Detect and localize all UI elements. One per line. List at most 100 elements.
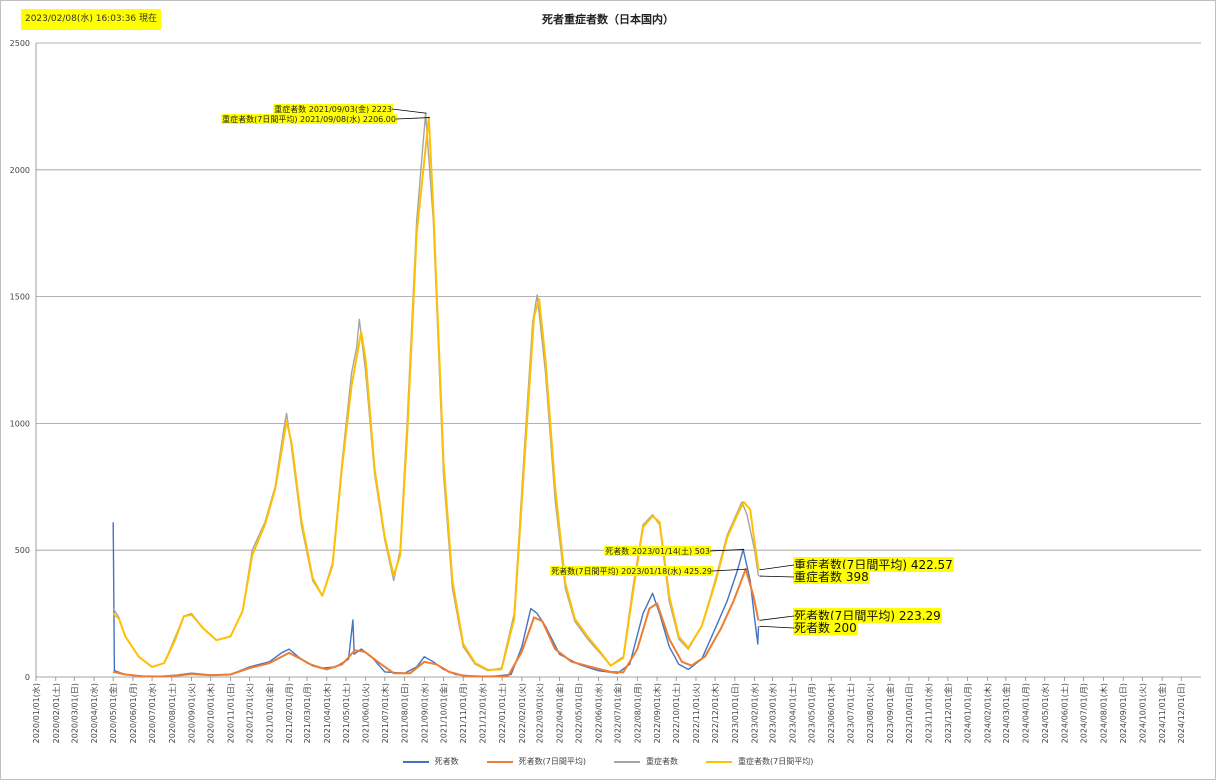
x-tick-label: 2024/07/01(月): [1080, 683, 1089, 743]
x-tick-label: 2024/01/01(月): [964, 683, 973, 743]
x-tick-label: 2021/11/01(月): [459, 683, 468, 743]
x-tick-label: 2024/12/01(日): [1177, 683, 1186, 743]
gridlines: [35, 42, 1201, 678]
x-tick-label: 2023/12/01(金): [943, 683, 953, 743]
x-tick-label: 2023/09/01(金): [885, 683, 895, 743]
x-tick-label: 2021/05/01(土): [341, 683, 351, 743]
annotation-bg: [793, 557, 954, 572]
annotation-bg: [793, 569, 870, 584]
series-lines: [112, 112, 760, 678]
legend-swatch: [614, 760, 640, 763]
x-tick-label: 2024/11/01(金): [1157, 683, 1167, 743]
x-tick-label: 2020/02/01(土): [51, 683, 61, 743]
x-tick-label: 2020/07/01(水): [147, 683, 157, 743]
x-tick-label: 2023/04/01(土): [787, 683, 797, 743]
x-tick-label: 2023/08/01(火): [866, 683, 875, 743]
x-tick-label: 2020/05/01(金): [108, 683, 118, 743]
x-tick-label: 2024/09/01(日): [1119, 683, 1128, 743]
annotation-leader: [395, 117, 430, 120]
y-tick-label: 500: [15, 546, 30, 555]
timestamp-badge: 2023/02/08(水) 16:03:36 現在: [21, 9, 161, 30]
x-tick-label: 2020/06/01(月): [129, 683, 138, 743]
x-tick-label: 2022/04/01(金): [555, 683, 565, 743]
y-tick-label: 0: [25, 673, 30, 682]
series-line-3: [112, 112, 760, 672]
legend-label: 死者数: [434, 757, 459, 766]
x-tick-label: 2022/03/01(火): [536, 683, 545, 743]
x-tick-label: 2020/03/01(日): [70, 683, 79, 743]
annotation-leader: [709, 549, 745, 552]
x-tick-label: 2023/07/01(土): [845, 683, 855, 743]
annotation-label: 重症者数(7日間平均) 2021/09/08(水) 2206.00: [222, 114, 396, 124]
annotation-leader: [759, 575, 795, 578]
x-tick-label: 2022/10/01(土): [671, 683, 681, 743]
x-tick-label: 2024/10/01(火): [1138, 683, 1147, 743]
x-tick-label: 2024/02/01(木): [982, 683, 992, 743]
x-tick-label: 2021/01/01(金): [264, 683, 274, 743]
annotation-leader: [759, 625, 795, 629]
legend-item: 重症者数: [614, 756, 678, 767]
y-tick-label: 2000: [10, 166, 30, 175]
x-tick-label: 2021/06/01(火): [362, 683, 371, 743]
legend-item: 死者数: [402, 756, 459, 767]
x-tick-label: 2023/02/01(水): [750, 683, 760, 743]
x-tick-label: 2021/10/01(金): [438, 683, 448, 743]
legend-label: 重症者数: [646, 757, 678, 766]
legend-swatch: [486, 760, 513, 763]
x-tick-label: 2023/11/01(水): [924, 683, 934, 743]
y-tick-label: 1000: [10, 419, 30, 428]
x-tick-label: 2023/03/01(水): [767, 683, 777, 743]
x-tick-label: 2020/10/01(木): [206, 683, 216, 743]
chart-title: 死者重症者数（日本国内）: [542, 13, 674, 26]
annotation-bg: [604, 546, 711, 556]
x-tick-label: 2022/09/01(木): [652, 683, 662, 743]
x-tick-label: 2022/07/01(金): [613, 683, 623, 743]
legend-label: 重症者数(7日間平均): [738, 757, 814, 766]
annotation-label: 死者数 200: [794, 620, 857, 635]
series-line-4: [112, 116, 760, 671]
annotation-leader: [391, 108, 427, 114]
annotation-leader: [759, 564, 795, 571]
annotation-leader: [759, 615, 795, 621]
annotation-label: 死者数 2023/01/14(土) 503: [605, 546, 710, 556]
legend-swatch: [402, 760, 429, 763]
x-tick-label: 2021/02/01(月): [285, 683, 294, 743]
x-tick-label: 2020/11/01(日): [226, 683, 235, 743]
x-tick-label: 2022/01/01(土): [497, 683, 507, 743]
annotation-bg: [793, 608, 942, 623]
annotation-label: 重症者数 2021/09/03(金) 2223: [274, 104, 392, 114]
x-tick-label: 2020/08/01(土): [167, 683, 177, 743]
legend-item: 重症者数(7日間平均): [706, 756, 813, 767]
x-tick-label: 2024/04/01(月): [1022, 683, 1031, 743]
x-tick-label: 2022/02/01(火): [518, 683, 527, 743]
x-tick-label: 2022/05/01(日): [575, 683, 584, 743]
y-axis-ticks: 0 500 1000 1500 2000 2500: [10, 39, 30, 682]
x-tick-label: 2021/03/01(月): [303, 683, 312, 743]
x-tick-label: 2023/05/01(月): [807, 683, 816, 743]
series-line-2: [112, 568, 760, 678]
x-tick-label: 2020/01/01(水): [31, 683, 41, 743]
annotation-label: 死者数(7日間平均) 2023/01/18(水) 425.29: [551, 566, 712, 576]
x-tick-label: 2021/09/01(水): [419, 683, 429, 743]
x-tick-label: 2022/06/01(水): [593, 683, 603, 743]
x-tick-label: 2021/04/01(木): [322, 683, 332, 743]
x-tick-label: 2023/06/01(木): [826, 683, 836, 743]
legend-item: 死者数(7日間平均): [486, 756, 586, 767]
legend: 死者数 死者数(7日間平均) 重症者数 重症者数(7日間平均): [0, 756, 1216, 767]
x-tick-label: 2024/03/01(金): [1001, 683, 1011, 743]
x-tick-label: 2021/12/01(水): [477, 683, 487, 743]
x-tick-label: 2024/05/01(水): [1040, 683, 1050, 743]
annotation-bg: [273, 104, 393, 114]
annotation-bg: [550, 566, 713, 576]
y-tick-label: 2500: [10, 39, 30, 48]
x-tick-label: 2020/12/01(火): [246, 683, 255, 743]
annotation-bg: [793, 620, 858, 635]
annotation-label: 死者数(7日間平均) 223.29: [794, 608, 941, 623]
annotation-leader: [711, 568, 747, 572]
legend-swatch: [706, 760, 732, 763]
legend-label: 死者数(7日間平均): [518, 757, 586, 766]
x-tick-label: 2020/09/01(火): [188, 683, 197, 743]
